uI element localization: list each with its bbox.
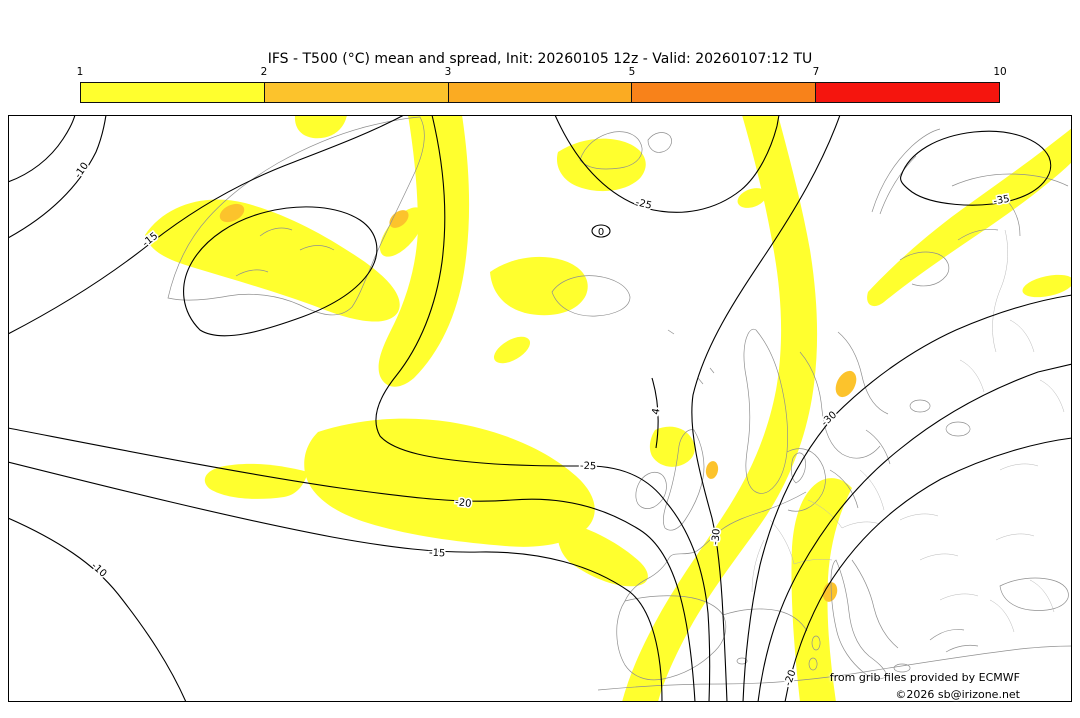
legend-segment-7-10 bbox=[816, 83, 999, 102]
novaya-zemlya-coastline bbox=[871, 128, 941, 215]
contour-minus10-nw bbox=[8, 115, 107, 239]
contour-zero-closed bbox=[591, 224, 611, 238]
contour-label: -25 bbox=[580, 461, 597, 473]
contour-minus10-sw bbox=[8, 517, 187, 702]
legend-bar bbox=[80, 82, 1000, 103]
scandinavia-baltic-coastline bbox=[786, 331, 889, 512]
legend-tick-label: 5 bbox=[628, 66, 636, 78]
spread-blob bbox=[622, 115, 818, 702]
mean-contours bbox=[8, 115, 1072, 702]
attribution-text: from grib files provided by ECMWF bbox=[829, 671, 1020, 684]
chart-title: IFS - T500 (°C) mean and spread, Init: 2… bbox=[267, 51, 813, 67]
contour-four-arc bbox=[651, 377, 659, 449]
copyright-text: ©2026 sb@irizone.net bbox=[895, 688, 1020, 701]
spread-blob bbox=[304, 418, 595, 547]
iceland-coastline bbox=[551, 275, 631, 317]
contour-greenland-loop bbox=[183, 206, 378, 337]
adriatic-balkan-coastline bbox=[851, 559, 899, 649]
spread-spot bbox=[389, 210, 409, 228]
norway-coastline bbox=[743, 328, 788, 494]
france-mediterranean-coastline bbox=[722, 608, 808, 632]
spread-blob bbox=[737, 188, 767, 208]
baltic-lakes bbox=[829, 399, 971, 509]
iberia-coastline bbox=[616, 595, 727, 681]
spread-blob bbox=[145, 199, 400, 322]
legend-segment-1-2 bbox=[81, 83, 265, 102]
greece-turkey-coastline bbox=[929, 629, 979, 653]
legend-segment-5-7 bbox=[632, 83, 817, 102]
contour-aux-nw bbox=[8, 115, 76, 183]
spread-blob bbox=[791, 478, 852, 702]
north-africa-coastline bbox=[597, 645, 1072, 691]
legend-ticks: 1 2 3 5 7 10 bbox=[76, 66, 1007, 82]
spread-areas-level1 bbox=[145, 115, 1072, 702]
legend-segment-3-5 bbox=[448, 83, 633, 102]
great-britain-coastline bbox=[663, 429, 705, 531]
country-borders bbox=[751, 229, 1065, 633]
contour-label: -35 bbox=[993, 194, 1011, 208]
contour-label: 0 bbox=[598, 227, 604, 238]
spread-spot bbox=[705, 461, 719, 479]
svalbard-coastline bbox=[579, 131, 672, 170]
map-background bbox=[8, 115, 1072, 702]
spread-blob bbox=[204, 463, 308, 499]
spread-legend: 1 2 3 5 7 10 bbox=[76, 66, 1007, 103]
contour-minus30-east bbox=[742, 294, 1072, 702]
contour-minus15-s bbox=[8, 461, 663, 702]
mediterranean-islands bbox=[736, 635, 911, 673]
spread-blob bbox=[490, 256, 588, 316]
spread-blob bbox=[493, 336, 531, 364]
coastlines bbox=[167, 116, 1072, 691]
faroe-shetland-islands bbox=[667, 329, 715, 385]
legend-tick-label: 2 bbox=[260, 66, 268, 78]
spread-blob bbox=[378, 115, 470, 387]
contour-label: -15 bbox=[429, 548, 446, 560]
contour-minus20-west bbox=[8, 427, 696, 702]
contour-minus30-west bbox=[691, 115, 841, 702]
contour-minus25-west bbox=[375, 115, 711, 702]
border-lines bbox=[751, 229, 1065, 633]
contour-minus15-nw bbox=[8, 115, 405, 335]
spread-spot bbox=[219, 203, 245, 223]
spread-blob bbox=[294, 115, 347, 139]
legend-segment-2-3 bbox=[264, 83, 449, 102]
contour-label: 4 bbox=[651, 407, 663, 415]
legend-tick-label: 10 bbox=[993, 66, 1007, 78]
contour-label: -30 bbox=[710, 528, 722, 545]
spread-blob bbox=[379, 207, 425, 257]
legend-tick-label: 3 bbox=[444, 66, 452, 78]
legend-tick-label: 1 bbox=[76, 66, 84, 78]
white-sea-coastline bbox=[899, 251, 950, 287]
black-sea-coastline bbox=[999, 577, 1069, 611]
spread-blob bbox=[867, 128, 1072, 307]
ireland-coastline bbox=[635, 471, 667, 509]
contour-minus35-closed bbox=[900, 130, 1052, 206]
spread-areas-level2 bbox=[219, 203, 857, 602]
contour-minus25-north bbox=[554, 115, 780, 213]
map-frame bbox=[8, 115, 1072, 702]
spread-blob bbox=[649, 426, 695, 467]
denmark-coastline bbox=[790, 452, 806, 484]
spread-blob bbox=[556, 138, 646, 192]
spread-blob bbox=[557, 520, 648, 587]
contour-label: -20 bbox=[455, 497, 472, 510]
greenland-fjords bbox=[235, 227, 335, 277]
greenland-coastline bbox=[167, 116, 425, 316]
spread-spot bbox=[835, 370, 857, 398]
legend-tick-label: 7 bbox=[812, 66, 820, 78]
barents-russia-coastline bbox=[951, 173, 1069, 241]
italy-coastline bbox=[830, 559, 888, 680]
spread-blob bbox=[1022, 274, 1072, 298]
contour-minus20-east bbox=[784, 437, 1072, 702]
spread-spot bbox=[822, 582, 838, 602]
contour-minus25-east bbox=[757, 363, 1072, 702]
